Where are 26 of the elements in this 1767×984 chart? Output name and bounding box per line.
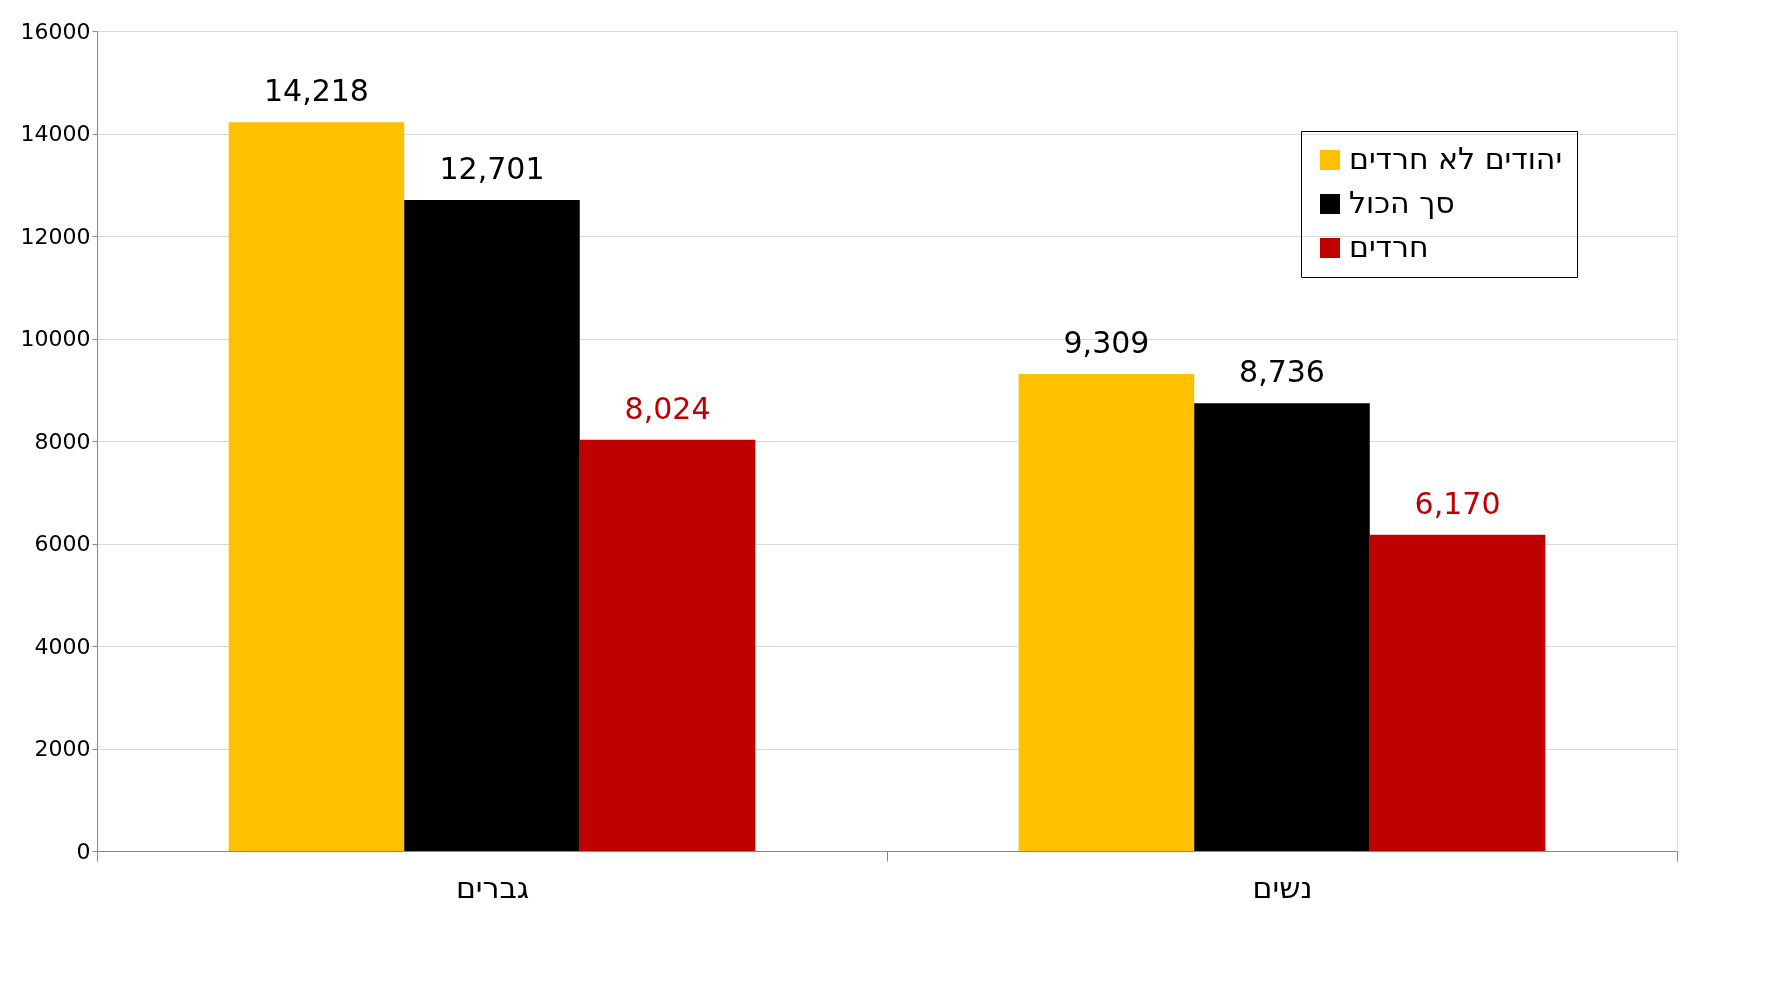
legend-label: יהודים לא חרדים <box>1349 141 1563 176</box>
bar <box>579 439 756 851</box>
y-tick-label: 2000 <box>34 736 91 761</box>
bar <box>1018 373 1195 851</box>
legend-label: חרדים <box>1349 229 1429 264</box>
data-label: 8,736 <box>1239 354 1325 390</box>
bar <box>1369 534 1546 851</box>
data-label: 8,024 <box>624 390 711 426</box>
bar <box>1194 403 1370 851</box>
legend-label: סך הכול <box>1349 185 1455 220</box>
bar <box>228 122 405 851</box>
y-tick-label: 14000 <box>20 121 91 146</box>
y-tick-label: 12000 <box>20 223 91 249</box>
x-tick-label: גברים <box>455 869 530 905</box>
data-label: 9,309 <box>1063 324 1150 360</box>
y-tick-label: 16000 <box>20 18 91 44</box>
y-tick-label: 0 <box>76 838 91 864</box>
y-tick-label: 6000 <box>34 531 91 556</box>
data-label: 12,701 <box>439 151 545 187</box>
data-label: 6,170 <box>1414 485 1501 521</box>
y-tick-label: 10000 <box>20 326 91 351</box>
bar <box>404 200 580 851</box>
data-label: 14,218 <box>263 73 369 109</box>
x-tick-label: נשים <box>1252 869 1313 905</box>
y-tick-label: 4000 <box>34 633 91 659</box>
y-tick-label: 8000 <box>34 428 91 454</box>
